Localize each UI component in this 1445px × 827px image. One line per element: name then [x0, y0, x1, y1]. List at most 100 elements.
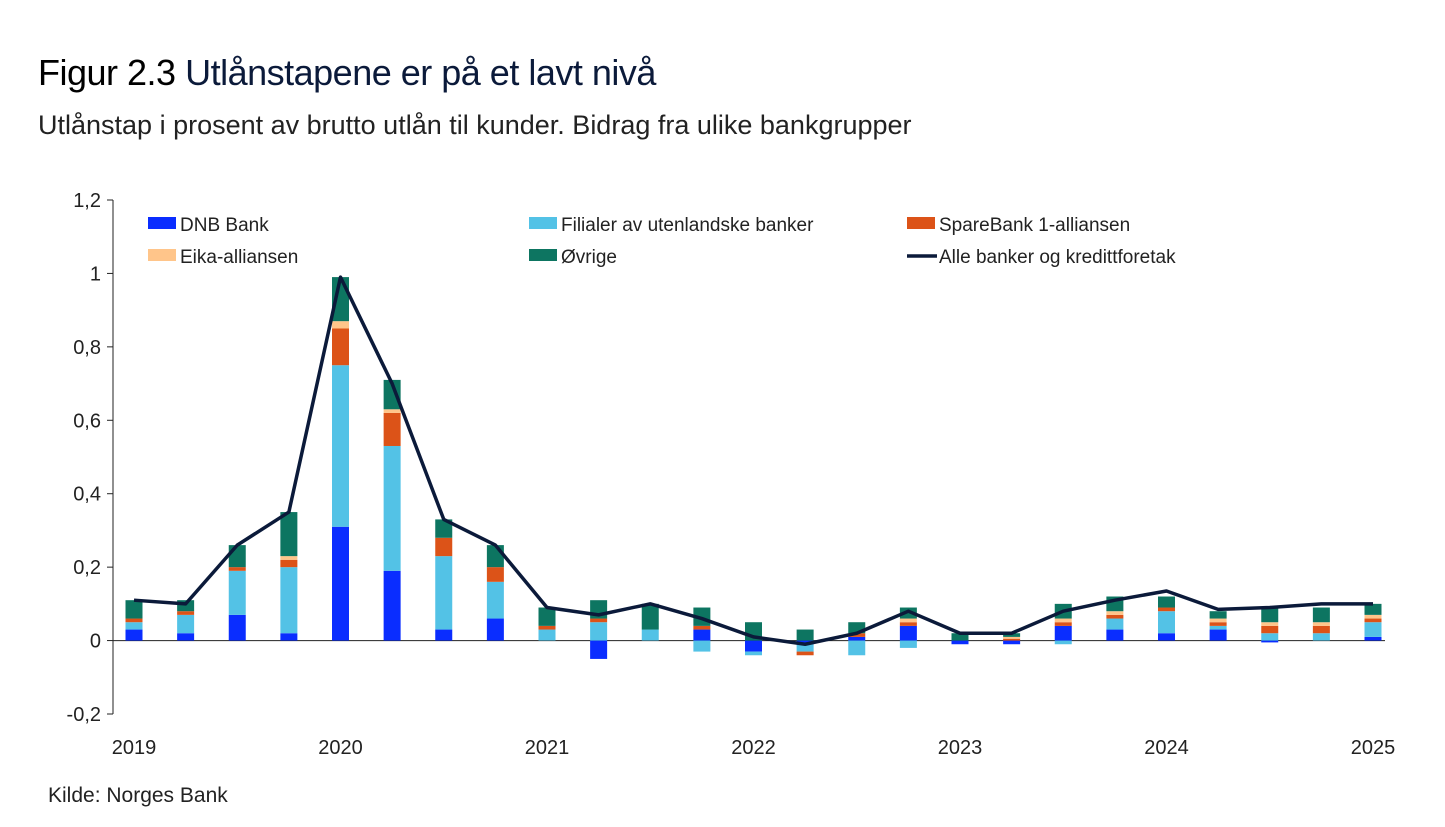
bar-segment: [435, 537, 453, 557]
bar-segment: [899, 622, 917, 626]
bar-segment: [1261, 625, 1279, 634]
y-tick-label: 1,2: [73, 190, 101, 212]
legend-label: Eika-alliansen: [180, 247, 298, 268]
bar-segment: [693, 625, 711, 630]
x-tick-label: 2019: [112, 737, 157, 759]
x-tick-label: 2020: [318, 737, 363, 759]
bar-segment: [280, 567, 298, 634]
bar-segment: [1261, 622, 1279, 626]
bar-segment: [899, 618, 917, 623]
bar-segment: [693, 629, 711, 641]
bar-segment: [280, 512, 298, 557]
bar-segment: [1106, 618, 1124, 630]
bar-segment: [745, 640, 762, 652]
bar-segment: [1364, 603, 1382, 615]
bar-segment: [1364, 636, 1382, 641]
bar-segment: [1003, 633, 1021, 637]
bar-segment: [590, 640, 608, 659]
bar-segment: [177, 600, 195, 612]
bar-segment: [383, 409, 401, 413]
bar-segment: [280, 556, 298, 560]
bar-segment: [1158, 611, 1175, 634]
bar-segment: [383, 445, 401, 571]
bar-segment: [1312, 625, 1330, 634]
bar-segment: [641, 603, 659, 630]
bar-segment: [177, 614, 195, 634]
bar-segment: [486, 567, 504, 582]
bar-segment: [383, 570, 401, 641]
bar-segment: [848, 633, 866, 637]
legend-label: Øvrige: [561, 247, 617, 268]
bar-segment: [848, 622, 866, 634]
bar-segment: [796, 644, 814, 652]
bar-segment: [1003, 636, 1021, 639]
source-note: Kilde: Norges Bank: [48, 784, 228, 807]
bar-segment: [796, 629, 814, 641]
y-tick-label: 0,2: [73, 557, 101, 579]
bar-segment: [1003, 638, 1021, 641]
bar-segment: [899, 640, 917, 648]
y-tick-label: 0,6: [73, 410, 101, 432]
y-tick-label: 0,4: [73, 484, 101, 506]
bar-segment: [1312, 633, 1330, 641]
bar-segment: [332, 526, 349, 641]
bar-segment: [1312, 622, 1330, 626]
bar-segment: [1261, 633, 1279, 641]
legend-swatch: [907, 217, 935, 229]
x-tick-label: 2024: [1144, 737, 1189, 759]
bar-segment: [1209, 629, 1227, 641]
bar-segment: [435, 556, 453, 630]
legend-swatch: [529, 249, 557, 261]
bar-segment: [435, 629, 453, 641]
bar-segment: [486, 581, 504, 619]
bar-segment: [383, 412, 401, 446]
bar-segment: [1054, 640, 1072, 645]
bar-segment: [1106, 611, 1124, 615]
bar-segment: [538, 607, 556, 626]
bar-segment: [332, 328, 349, 366]
bar-segment: [280, 559, 298, 568]
bar-segment: [1364, 622, 1382, 637]
figure-number: Figur 2.3: [38, 52, 176, 93]
bar-segment: [1003, 640, 1021, 645]
chart-axes: 1,2 1 0,8 0,6 0,4 0,2 0 -0,2 2019 2020 2021 2022 202…: [67, 190, 1396, 759]
bar-segment: [125, 629, 143, 641]
bar-segment: [951, 640, 969, 645]
y-tick-label: -0,2: [67, 704, 101, 726]
bar-segment: [1209, 618, 1227, 623]
bar-segment: [693, 640, 711, 652]
legend-label: Alle banker og kredittforetak: [939, 247, 1176, 268]
legend-swatch: [148, 217, 176, 229]
bar-segment: [1054, 618, 1072, 623]
chart-subtitle: Utlånstap i prosent av brutto utlån til …: [38, 110, 912, 140]
bar-segment: [1261, 640, 1279, 643]
bar-segment: [125, 600, 143, 619]
bar-segment: [1158, 596, 1175, 608]
bar-segment: [641, 629, 659, 641]
bar-segment: [1261, 607, 1279, 623]
bar-segment: [848, 636, 866, 641]
bar-segment: [1158, 633, 1175, 641]
bar-segment: [1106, 614, 1124, 619]
bar-segment: [1364, 614, 1382, 619]
bar-segment: [848, 640, 866, 656]
bar-segment: [228, 545, 246, 568]
bar-segment: [538, 625, 556, 630]
bar-segment: [486, 545, 504, 568]
bar-segment: [228, 614, 246, 641]
series-line: [133, 275, 1373, 646]
bar-segment: [1209, 611, 1227, 619]
bar-segment: [332, 365, 349, 527]
legend-swatch: [148, 249, 176, 261]
bar-segment: [435, 519, 453, 538]
figure-title: Utlånstapene er på et lavt nivå: [185, 52, 656, 93]
bar-segment: [745, 651, 762, 656]
bar-segment: [1054, 625, 1072, 641]
legend-swatch: [529, 217, 557, 229]
bar-segment: [1158, 607, 1175, 612]
bar-segment: [383, 379, 401, 410]
bar-segment: [1312, 607, 1330, 623]
bar-segment: [590, 622, 608, 641]
bar-segment: [951, 633, 969, 641]
bar-segment: [177, 633, 195, 641]
